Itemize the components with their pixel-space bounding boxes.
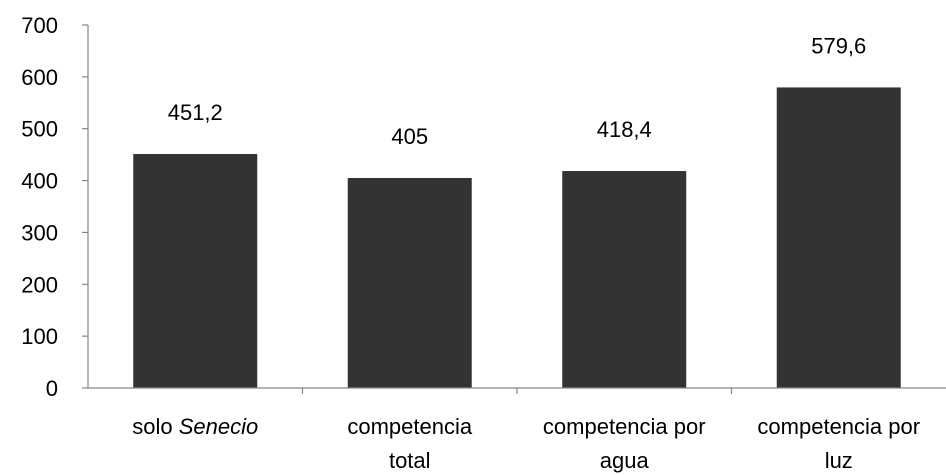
y-tick-label: 700: [21, 13, 58, 38]
y-tick-label: 0: [46, 376, 58, 401]
y-tick-label: 600: [21, 65, 58, 90]
data-label: 405: [391, 124, 428, 149]
data-labels: 451,2 405 418,4 579,6: [168, 33, 867, 149]
bars: [133, 87, 901, 388]
category-label: competencia por agua: [543, 414, 706, 473]
y-axis: 0 100 200 300 400 500 600 700: [21, 13, 89, 401]
category-label-line: total: [389, 448, 431, 473]
category-label: competencia por luz: [757, 414, 920, 473]
data-label: 579,6: [811, 33, 866, 58]
y-tick-label: 500: [21, 117, 58, 142]
category-label-line: luz: [825, 448, 853, 473]
bar: [133, 154, 258, 388]
category-label-line: competencia: [347, 414, 473, 439]
bar: [562, 171, 687, 388]
category-label-part: solo: [132, 414, 178, 439]
category-label-line: competencia por: [757, 414, 920, 439]
bar: [347, 177, 472, 388]
data-label: 451,2: [168, 100, 223, 125]
category-label-italic: Senecio: [179, 414, 259, 439]
x-axis: solo Senecio competencia total competencia …: [88, 387, 946, 473]
y-tick-label: 400: [21, 169, 58, 194]
category-label: solo Senecio: [132, 414, 258, 439]
bar: [776, 87, 901, 388]
category-label-line: competencia por: [543, 414, 706, 439]
y-tick-label: 300: [21, 220, 58, 245]
category-label-line: agua: [600, 448, 650, 473]
y-tick-label: 100: [21, 324, 58, 349]
data-label: 418,4: [597, 117, 652, 142]
category-label: competencia total: [347, 414, 473, 473]
y-tick-label: 200: [21, 272, 58, 297]
